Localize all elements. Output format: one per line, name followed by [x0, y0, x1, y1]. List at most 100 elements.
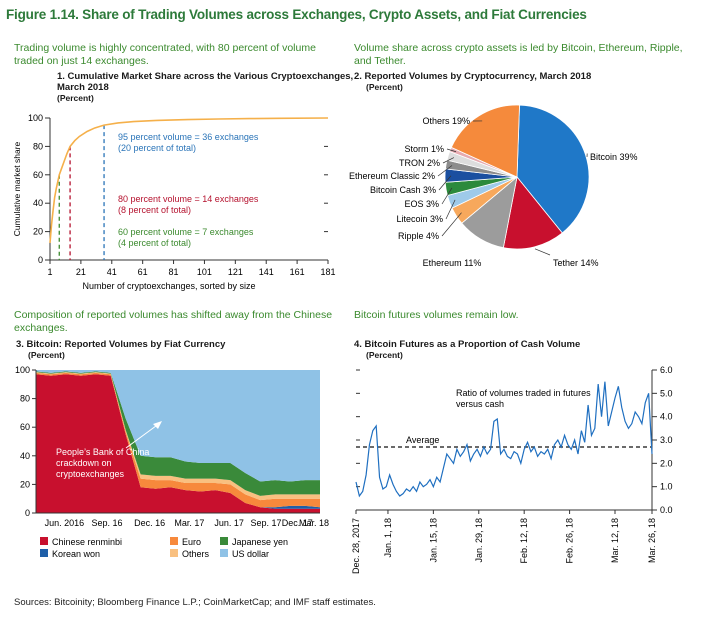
- p3-area-renminbi: [36, 374, 320, 513]
- p3-area-us-dollar: [36, 370, 320, 482]
- source-note: Sources: Bitcoinity; Bloomberg Finance L…: [14, 597, 376, 608]
- p3-x-tick-label: Dec. 17: [282, 518, 313, 528]
- p3-y-tick-label: 20: [20, 479, 30, 489]
- p1-x-tick-label: 1: [47, 267, 52, 277]
- p3-legend-swatch-euro: [170, 537, 178, 545]
- p2-lede: Volume share across crypto assets is led…: [354, 42, 683, 67]
- p2-label-ethereum: Ethereum 11%: [423, 258, 482, 268]
- p2-unit: (Percent): [366, 82, 403, 92]
- p4-y-tick-label: 3.0: [660, 435, 673, 445]
- p4-ratio-line: [355, 381, 653, 498]
- p2-label-litecoin: Litecoin 3%: [396, 214, 443, 224]
- p2-leader-litecoin: [445, 199, 456, 220]
- p3-y-tick-label: 60: [20, 422, 30, 432]
- p3-legend-swatch-us-dollar: [220, 549, 228, 557]
- p3-x-tick-label: Mar. 18: [299, 518, 329, 528]
- p1-annotation-text: (20 percent of total): [118, 143, 196, 153]
- p2-slice-others: [450, 104, 520, 178]
- p3-x-tick-label: Jun. 17: [214, 518, 244, 528]
- figure-title: Figure 1.14. Share of Trading Volumes ac…: [6, 7, 587, 22]
- p3-unit: (Percent): [28, 350, 65, 360]
- p1-cumulative-line: [49, 117, 329, 244]
- p3-title-line: 3. Bitcoin: Reported Volumes by Fiat Cur…: [16, 339, 226, 350]
- p1-title-line2: March 2018: [57, 82, 109, 93]
- p3-legend-label-others: Others: [182, 549, 210, 559]
- p4-x-tick-label: Feb. 12, 18: [519, 518, 529, 564]
- p1-x-tick-label: 41: [107, 267, 117, 277]
- p1-unit: (Percent): [57, 93, 94, 103]
- p2-lede-line2: and Tether.: [354, 54, 406, 67]
- p1-annotation-text: (4 percent of total): [118, 238, 191, 248]
- p3-y-tick-label: 40: [20, 451, 30, 461]
- p3-legend-label-euro: Euro: [182, 537, 201, 547]
- p4-series-label: versus cash: [456, 399, 504, 409]
- p4-x-tick-label: Mar. 26, 18: [647, 518, 657, 563]
- p4-x-tick-label: Mar. 12, 18: [610, 518, 620, 563]
- p4-lede: Bitcoin futures volumes remain low.: [354, 309, 519, 321]
- p1-x-tick-label: 101: [197, 267, 212, 277]
- p3-annotation-text: crackdown on: [56, 458, 112, 468]
- p2-slice-tether: [502, 176, 563, 250]
- p3-legend-swatch-renminbi: [40, 537, 48, 545]
- p4-x-tick-label: Jan. 15, 18: [428, 518, 438, 563]
- p2-title: 2. Reported Volumes by Cryptocurrency, M…: [354, 71, 591, 93]
- p4-y-tick-label: 5.0: [660, 388, 673, 398]
- p2-lede-line1: Volume share across crypto assets is led…: [354, 42, 683, 54]
- p1-y-tick-label: 0: [38, 255, 43, 265]
- p1-y-tick-label: 40: [33, 198, 43, 208]
- p2-label-eos: EOS 3%: [404, 199, 439, 209]
- p4-y-tick-label: 4.0: [660, 412, 673, 422]
- p3-x-tick-label: Sep. 16: [91, 518, 122, 528]
- p2-leader-ripple: [441, 212, 462, 237]
- p1-x-tick-label: 161: [290, 267, 305, 277]
- p1-y-tick-label: 100: [28, 113, 43, 123]
- p1-lede-line2: traded on just 14 exchanges.: [14, 54, 149, 67]
- p3-legend-swatch-others: [170, 549, 178, 557]
- p1-lede-line1: Trading volume is highly concentrated, w…: [14, 42, 316, 54]
- p4-x-tick-label: Jan. 29, 18: [474, 518, 484, 563]
- p3-y-tick-label: 80: [20, 394, 30, 404]
- p1-x-tick-label: 21: [76, 267, 86, 277]
- p2-slice-bitcoin: [516, 104, 590, 234]
- p1-annotation-text: 95 percent volume = 36 exchanges: [118, 132, 259, 142]
- p2-label-bitcoin-cash: Bitcoin Cash 3%: [370, 185, 436, 195]
- p3-legend-swatch-japanese-yen: [220, 537, 228, 545]
- p4-y-tick-label: 0.0: [660, 505, 673, 515]
- p2-leader-ethereum-classic: [437, 165, 453, 177]
- p3-x-tick-label: Mar. 17: [174, 518, 204, 528]
- p2-label-others: Others 19%: [422, 116, 470, 126]
- p2-leader-tron: [442, 157, 455, 164]
- p2-leader-bitcoin-cash: [438, 175, 452, 191]
- p4-y-tick-label: 6.0: [660, 365, 673, 375]
- p3-title: 3. Bitcoin: Reported Volumes by Fiat Cur…: [16, 339, 225, 361]
- p3-y-tick-label: 0: [25, 508, 30, 518]
- p1-x-tick-label: 61: [138, 267, 148, 277]
- p1-title: 1. Cumulative Market Share across the Va…: [57, 71, 353, 104]
- p3-annotation-arrow: [125, 422, 161, 449]
- p1-x-tick-label: 81: [169, 267, 179, 277]
- p4-unit: (Percent): [366, 350, 403, 360]
- p1-x-tick-label: 121: [228, 267, 243, 277]
- p4-x-tick-label: Dec. 28, 2017: [351, 518, 361, 574]
- p3-area-japanese-yen: [36, 371, 320, 496]
- p2-leader-tether: [534, 248, 551, 256]
- p3-x-tick-label: Dec. 16: [134, 518, 165, 528]
- p4-x-tick-label: Feb. 26, 18: [565, 518, 575, 564]
- p1-lede: Trading volume is highly concentrated, w…: [14, 42, 316, 67]
- p3-lede-line2: exchanges.: [14, 321, 68, 334]
- p3-lede-line1: Composition of reported volumes has shif…: [14, 309, 333, 321]
- p1-x-tick-label: 181: [320, 267, 335, 277]
- p1-annotation-text: 60 percent volume = 7 exchanges: [118, 227, 254, 237]
- p3-legend-label-japanese-yen: Japanese yen: [232, 537, 288, 547]
- p3-legend-label-renminbi: Chinese renminbi: [52, 537, 122, 547]
- p2-label-ethereum-classic: Ethereum Classic 2%: [349, 171, 435, 181]
- p3-chart: 0 20 40 60 80 100 Jun. 2016 Sep. 16 Dec. 16 Mar. …: [15, 365, 329, 559]
- p1-annotation-text: 80 percent volume = 14 exchanges: [118, 194, 259, 204]
- p2-label-bitcoin: Bitcoin 39%: [590, 152, 638, 162]
- p1-x-tick-label: 141: [259, 267, 274, 277]
- p3-annotation-text: cryptoexchanges: [56, 469, 125, 479]
- p2-label-ripple: Ripple 4%: [398, 231, 439, 241]
- p1-y-tick-label: 60: [33, 170, 43, 180]
- p2-leader-eos: [441, 187, 453, 205]
